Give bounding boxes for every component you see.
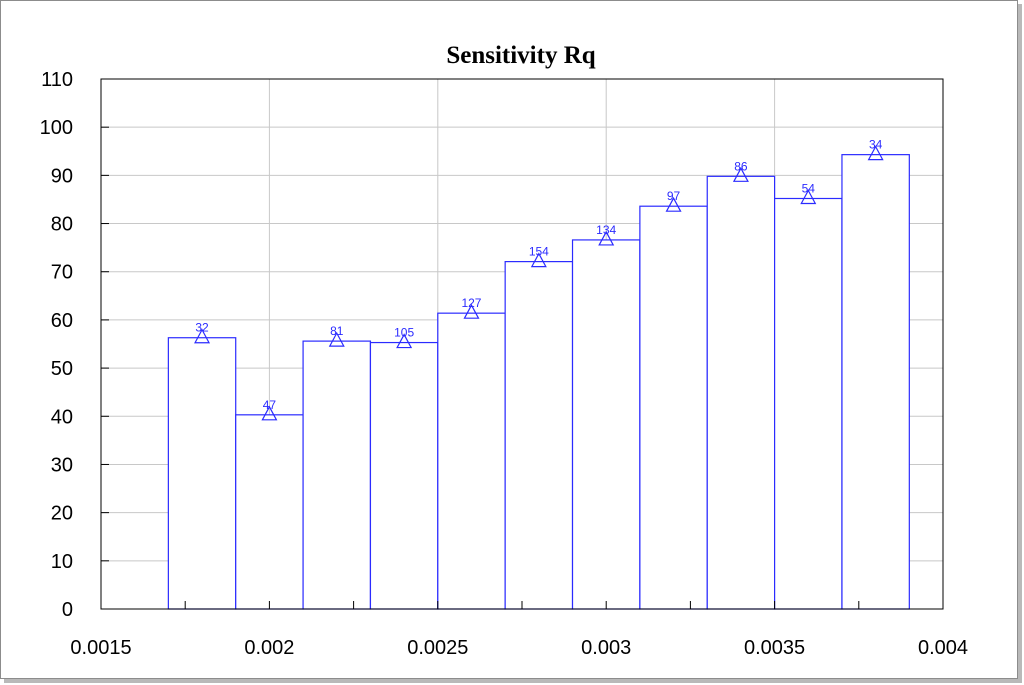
histogram-bar-9 [773, 197, 843, 610]
histogram-bar-10 [841, 154, 910, 610]
triangle-marker-2 [328, 331, 345, 347]
x-tick-label-2: 0.0025 [407, 637, 468, 659]
marker-layer [194, 145, 884, 421]
y-tick-label-3: 30 [51, 454, 73, 476]
label-layer: 32 47 81 105 127 154 134 97 86 54 34 0.0015 0.002 0.0… [40, 69, 968, 659]
triangle-marker-8 [732, 167, 749, 182]
histogram-bar-2 [302, 340, 372, 610]
y-tick-label-5: 50 [51, 358, 73, 380]
triangle-marker-3 [396, 333, 413, 349]
triangle-marker-1 [261, 405, 278, 421]
histogram-bar-7 [639, 205, 708, 610]
chart-title: Sensitivity Rq [446, 42, 595, 69]
histogram-bar-0 [167, 337, 237, 610]
bar-layer [167, 154, 910, 610]
y-tick-label-7: 70 [51, 262, 73, 284]
count-label-10: 34 [869, 138, 883, 152]
histogram-bar-5 [504, 261, 574, 610]
y-tick-label-11: 110 [41, 69, 73, 91]
count-label-7: 97 [667, 189, 681, 203]
triangle-marker-9 [800, 189, 817, 205]
triangle-marker-0 [194, 328, 211, 344]
triangle-marker-10 [867, 145, 884, 161]
histogram-bar-1 [235, 414, 304, 610]
histogram-bar-3 [369, 341, 439, 610]
triangle-marker-7 [665, 196, 682, 212]
triangle-marker-6 [598, 230, 615, 246]
y-tick-label-1: 10 [51, 551, 73, 573]
x-tick-label-5: 0.004 [918, 637, 968, 659]
y-tick-label-6: 60 [51, 310, 73, 332]
x-tick-label-3: 0.003 [581, 637, 631, 659]
count-label-2: 81 [330, 324, 344, 338]
count-label-1: 47 [263, 398, 277, 412]
y-tick-label-2: 20 [51, 503, 73, 525]
histogram-bar-4 [437, 312, 506, 610]
count-label-4: 127 [461, 296, 481, 310]
count-label-5: 154 [529, 245, 549, 259]
count-label-0: 32 [195, 321, 209, 335]
triangle-marker-5 [530, 252, 547, 268]
x-tick-label-4: 0.0035 [744, 637, 805, 659]
triangle-marker-4 [463, 303, 480, 319]
axis-layer [100, 78, 944, 610]
y-tick-label-10: 100 [40, 117, 73, 139]
y-tick-label-9: 90 [51, 165, 73, 187]
y-tick-label-8: 80 [51, 214, 73, 236]
count-label-3: 105 [394, 326, 414, 340]
histogram-bar-8 [706, 175, 776, 610]
x-tick-label-1: 0.002 [244, 637, 294, 659]
y-tick-label-0: 0 [62, 599, 73, 621]
x-tick-label-0: 0.0015 [70, 637, 131, 659]
histogram-bar-6 [571, 239, 641, 610]
count-label-9: 54 [802, 181, 816, 195]
count-label-6: 134 [596, 223, 616, 237]
count-label-8: 86 [734, 159, 748, 173]
y-tick-label-4: 40 [51, 406, 73, 428]
